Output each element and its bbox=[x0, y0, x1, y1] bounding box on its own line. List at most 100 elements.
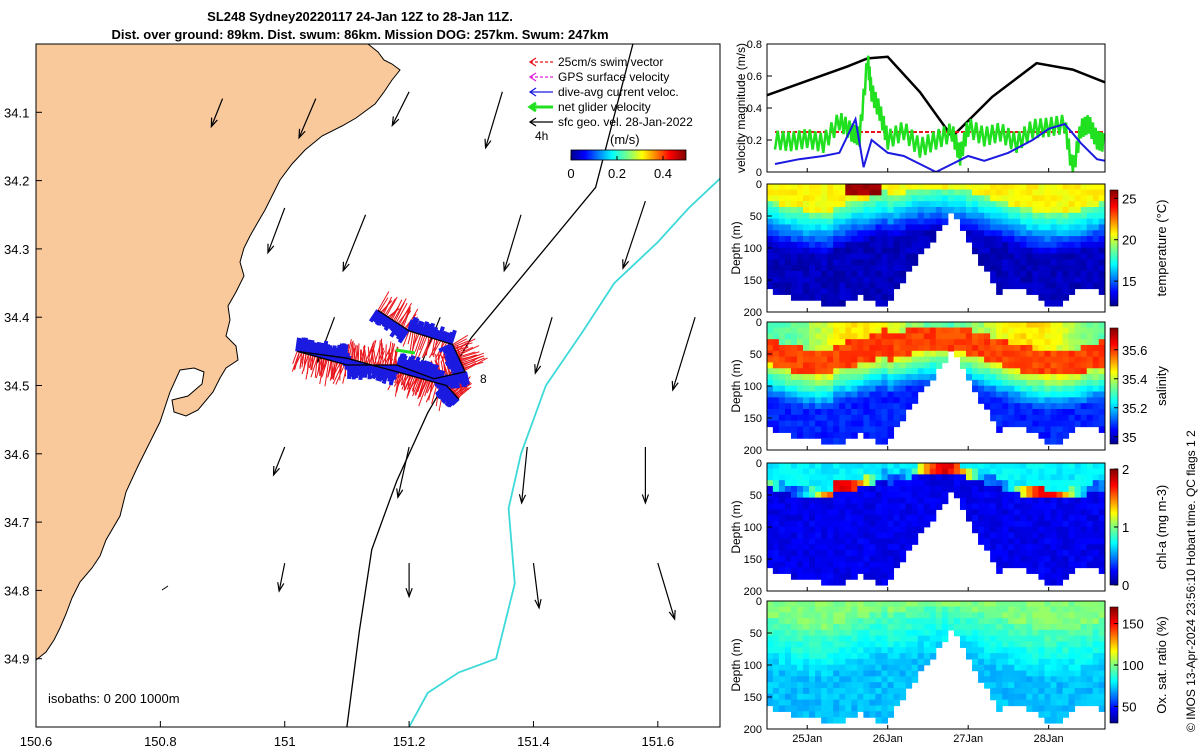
section-cell bbox=[1098, 641, 1105, 648]
section-cell bbox=[803, 561, 810, 569]
section-cell bbox=[923, 322, 931, 329]
section-cell bbox=[1068, 362, 1076, 369]
section-cell bbox=[1092, 682, 1100, 689]
section-cell bbox=[1008, 647, 1015, 654]
section-cell bbox=[1020, 403, 1027, 410]
current-vector bbox=[297, 338, 304, 352]
section-cell bbox=[767, 362, 774, 369]
section-body bbox=[767, 601, 1105, 724]
section-cell bbox=[1092, 189, 1100, 197]
section-cell bbox=[996, 606, 1003, 614]
section-cell bbox=[839, 509, 846, 516]
swim-vector bbox=[292, 351, 298, 364]
section-cell bbox=[1032, 259, 1039, 266]
section-cell bbox=[803, 253, 810, 261]
section-cell bbox=[893, 391, 901, 399]
section-cell bbox=[845, 699, 852, 707]
section-cell bbox=[851, 561, 858, 569]
section-cell bbox=[911, 362, 919, 369]
section-cell bbox=[839, 391, 846, 399]
section-cell bbox=[827, 350, 834, 358]
legend-label: dive-avg current veloc. bbox=[558, 85, 679, 99]
section-cell bbox=[833, 247, 840, 255]
section-cell bbox=[1086, 414, 1094, 422]
section-cell bbox=[1002, 664, 1009, 672]
section-cell bbox=[767, 618, 774, 625]
section-cell bbox=[1014, 276, 1021, 284]
section-cell bbox=[1086, 693, 1094, 701]
section-cell bbox=[857, 253, 864, 261]
section-cell bbox=[1080, 641, 1088, 648]
section-cell bbox=[778, 420, 786, 428]
section-cell bbox=[1008, 184, 1015, 191]
section-cell bbox=[863, 515, 870, 522]
current-vector bbox=[342, 344, 349, 359]
section-cell bbox=[1014, 201, 1021, 208]
section-cell bbox=[1062, 468, 1070, 476]
section-cell bbox=[821, 397, 828, 404]
section-cell bbox=[972, 189, 979, 197]
section-cell bbox=[996, 474, 1003, 481]
section-cell bbox=[917, 247, 925, 255]
section-cell bbox=[1014, 420, 1021, 428]
section-cell bbox=[1080, 670, 1088, 678]
section-cell bbox=[1080, 385, 1088, 393]
section-cell bbox=[833, 699, 840, 707]
section-cell bbox=[923, 218, 931, 226]
swim-vector bbox=[401, 306, 411, 327]
section-cell bbox=[869, 397, 876, 404]
section-cell bbox=[1020, 230, 1027, 237]
section-cell bbox=[827, 282, 834, 290]
section-cell bbox=[1098, 408, 1105, 416]
section-cell bbox=[1044, 699, 1051, 707]
section-cell bbox=[1080, 322, 1088, 329]
section-cell bbox=[1008, 322, 1015, 329]
section-cell bbox=[1068, 555, 1076, 563]
section-cell bbox=[1056, 327, 1064, 335]
section-cell bbox=[1074, 253, 1082, 261]
section-cell bbox=[875, 294, 882, 301]
section-cell bbox=[790, 432, 798, 439]
section-cell bbox=[1062, 474, 1070, 481]
section-cell bbox=[1026, 687, 1033, 695]
section-cell bbox=[851, 253, 858, 261]
section-cell bbox=[1086, 236, 1094, 243]
section-cell bbox=[972, 195, 979, 202]
section-cell bbox=[953, 184, 961, 191]
section-cell bbox=[1068, 491, 1076, 499]
section-cell bbox=[803, 647, 810, 654]
section-cell bbox=[935, 601, 943, 608]
section-cell bbox=[959, 356, 967, 364]
section-y-tick-label: 200 bbox=[744, 724, 762, 736]
swim-vector bbox=[402, 330, 410, 347]
section-cell bbox=[1086, 618, 1094, 625]
section-cell bbox=[984, 241, 991, 249]
section-cell bbox=[1032, 253, 1039, 261]
section-cell bbox=[1056, 247, 1064, 255]
section-cell bbox=[863, 567, 870, 574]
section-cell bbox=[965, 623, 973, 631]
section-cell bbox=[1032, 567, 1039, 574]
swim-vector bbox=[353, 344, 357, 361]
section-cell bbox=[845, 201, 852, 208]
map-y-tick-label: 34.5 bbox=[4, 379, 29, 394]
section-cell bbox=[1026, 189, 1033, 197]
section-cell bbox=[1092, 561, 1100, 569]
section-cell bbox=[857, 526, 864, 534]
section-cell bbox=[851, 212, 858, 220]
section-cell bbox=[772, 474, 780, 481]
section-cell bbox=[845, 236, 852, 243]
section-cell bbox=[778, 350, 786, 358]
swim-vector bbox=[362, 344, 365, 363]
section-cell bbox=[1014, 468, 1021, 476]
section-cell bbox=[917, 618, 925, 625]
section-cell bbox=[1074, 497, 1082, 505]
section-cell bbox=[965, 601, 973, 608]
section-cell bbox=[1056, 333, 1064, 340]
section-cell bbox=[863, 270, 870, 278]
section-cell bbox=[972, 612, 979, 619]
section-cell bbox=[784, 379, 792, 387]
section-cell bbox=[863, 606, 870, 614]
section-cell bbox=[803, 294, 810, 301]
